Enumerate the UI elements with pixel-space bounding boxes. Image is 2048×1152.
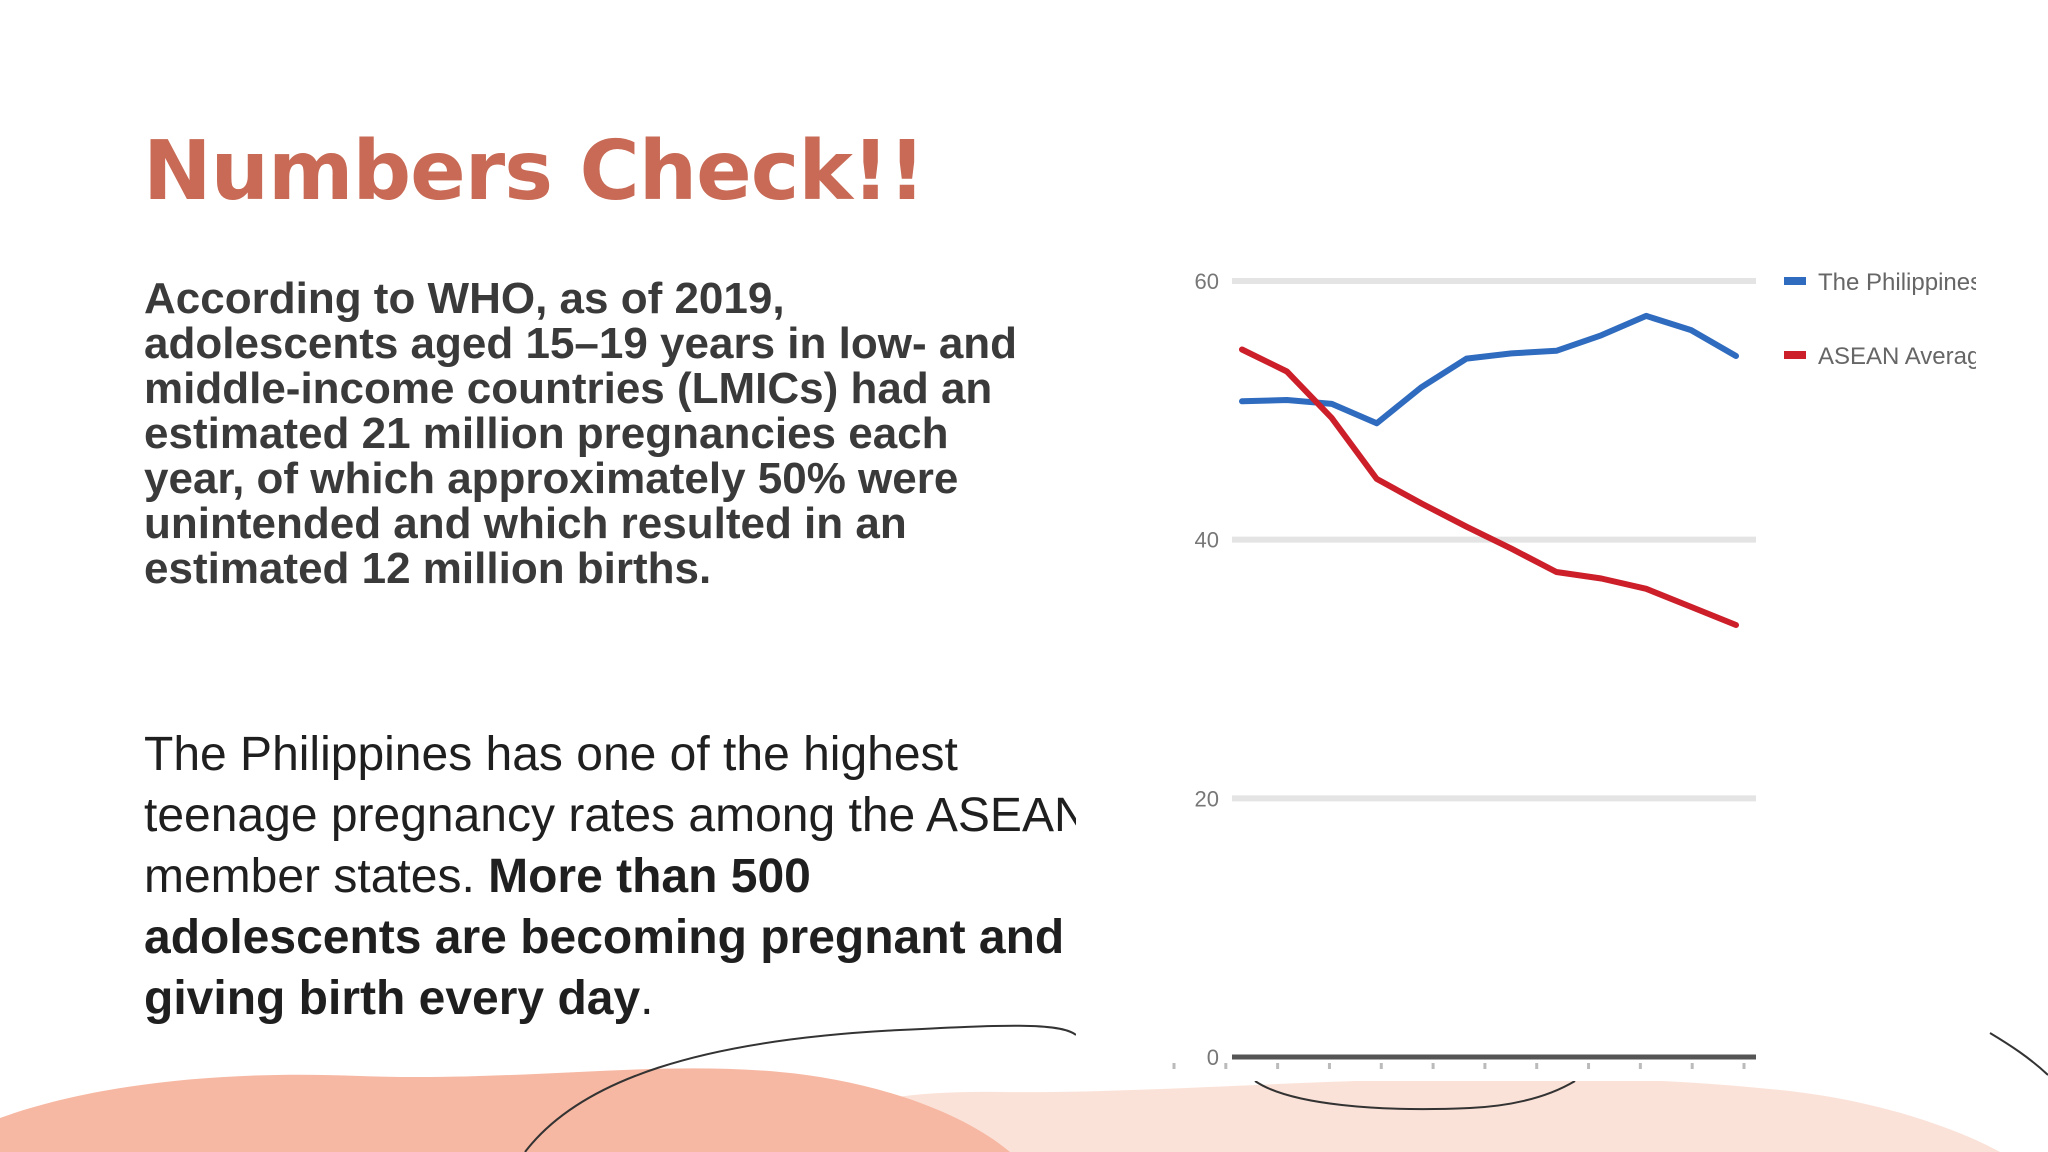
decor-curve-line — [524, 1024, 1077, 1152]
series-line-2 — [1239, 346, 1739, 628]
legend-swatch-2 — [1784, 351, 1806, 359]
legend-swatch-1 — [1784, 277, 1806, 285]
series-1-point-2 — [1284, 397, 1290, 403]
series-1-point-10 — [1643, 313, 1649, 319]
series-1-point-12 — [1733, 353, 1739, 359]
series-2-point-4 — [1374, 476, 1380, 482]
legend-label-2: ASEAN Average — [1818, 343, 1976, 370]
series-1-point-8 — [1553, 348, 1559, 354]
philippines-paragraph-end: . — [640, 972, 654, 1025]
y-tick-label-0: 0 — [1207, 1045, 1219, 1070]
y-tick-label-40: 40 — [1195, 528, 1219, 553]
y-tick-label-60: 60 — [1195, 269, 1219, 294]
line-chart: 0 20 40 60 The Philippines ASEAN Average — [1172, 269, 1976, 1070]
decor-peach-blob — [0, 1068, 1010, 1152]
series-2-point-5 — [1419, 500, 1425, 506]
series-2-point-2 — [1284, 369, 1290, 375]
series-2-point-12 — [1733, 622, 1739, 628]
chart-panel: 0 20 40 60 The Philippines ASEAN Average — [1076, 245, 1976, 1081]
who-statistic-paragraph: According to WHO, as of 2019, adolescent… — [144, 274, 1018, 593]
series-1-point-7 — [1508, 350, 1514, 356]
slide-title: Numbers Check!! — [143, 124, 926, 219]
legend-label-1: The Philippines — [1818, 269, 1976, 296]
y-tick-label-20: 20 — [1195, 786, 1219, 811]
philippines-paragraph-bold: More than 500 adolescents are becoming p… — [144, 850, 1065, 1025]
series-1-point-1 — [1239, 398, 1245, 404]
series-1-point-11 — [1688, 327, 1694, 333]
series-2-point-1 — [1239, 347, 1245, 353]
philippines-paragraph: The Philippines has one of the highest t… — [144, 724, 1094, 1029]
philippines-paragraph-plain: The Philippines has one of the highest t… — [144, 728, 1089, 903]
series-2-point-7 — [1508, 546, 1514, 552]
series-1-point-6 — [1464, 356, 1470, 362]
decor-light-blob — [780, 1077, 2000, 1152]
series-2-point-3 — [1329, 415, 1335, 421]
series-1-point-5 — [1419, 384, 1425, 390]
series-1-point-3 — [1329, 401, 1335, 407]
series-2-point-11 — [1688, 604, 1694, 610]
series-1-point-9 — [1598, 332, 1604, 338]
series-2-point-9 — [1598, 575, 1604, 581]
decor-curve-line-lower — [1254, 1080, 1576, 1111]
series-2-point-10 — [1643, 586, 1649, 592]
series-1-point-4 — [1374, 420, 1380, 426]
series-line-1 — [1239, 312, 1739, 427]
decor-curve-line-right — [1989, 1032, 2048, 1076]
series-2-point-6 — [1464, 524, 1470, 530]
series-2-point-8 — [1553, 569, 1559, 575]
